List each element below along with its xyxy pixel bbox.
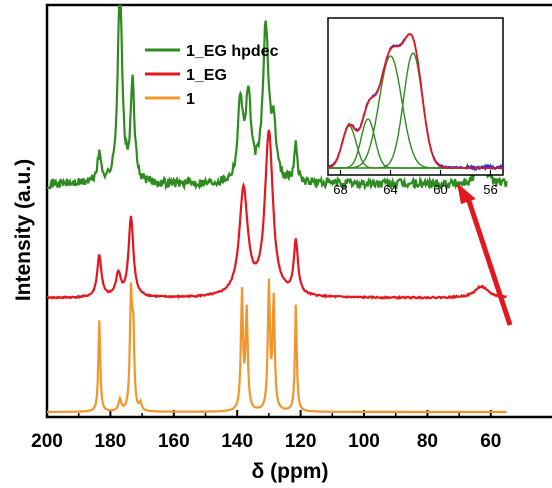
inset-x-axis-ticks: 68 64 60 56 — [333, 170, 498, 197]
x-tick-label-60: 60 — [480, 431, 501, 452]
arrow-head — [457, 183, 476, 204]
x-axis-ticks: 200 180 160 140 120 100 80 60 — [31, 410, 501, 452]
inset-x-tick-label-64: 64 — [383, 182, 397, 197]
x-tick-label-200: 200 — [31, 431, 63, 452]
inset-series — [327, 33, 504, 173]
x-tick-label-100: 100 — [348, 431, 380, 452]
inset-frame — [327, 17, 504, 176]
series-line-1-eg-hpdec — [46, 4, 508, 192]
y-axis-title: Intensity (a.u.) — [12, 159, 35, 301]
inset-plot: 68 64 60 56 — [327, 17, 504, 197]
arrow-shaft — [465, 197, 513, 326]
legend-label-1-eg-hpdec: 1_EG hpdec — [186, 43, 279, 60]
legend: 1_EG hpdec 1_EG 1 — [145, 43, 279, 108]
inset-x-tick-label-60: 60 — [433, 182, 447, 197]
legend-label-1-eg: 1_EG — [186, 67, 227, 84]
series-line-1-eg — [46, 129, 507, 301]
inset-x-tick-label-56: 56 — [483, 182, 497, 197]
legend-label-1: 1 — [186, 91, 195, 108]
x-tick-label-180: 180 — [95, 431, 127, 452]
x-tick-label-140: 140 — [221, 431, 253, 452]
plot-frame — [45, 3, 552, 419]
x-axis-title: δ (ppm) — [252, 460, 329, 483]
x-tick-label-120: 120 — [285, 431, 317, 452]
series-line-1 — [47, 278, 507, 414]
x-tick-label-80: 80 — [417, 431, 438, 452]
inset-x-tick-label-68: 68 — [333, 182, 347, 197]
red-arrow-annotation — [457, 183, 513, 326]
inset-fit-line — [327, 33, 503, 169]
spectra-series — [46, 4, 508, 414]
x-tick-label-160: 160 — [158, 431, 190, 452]
